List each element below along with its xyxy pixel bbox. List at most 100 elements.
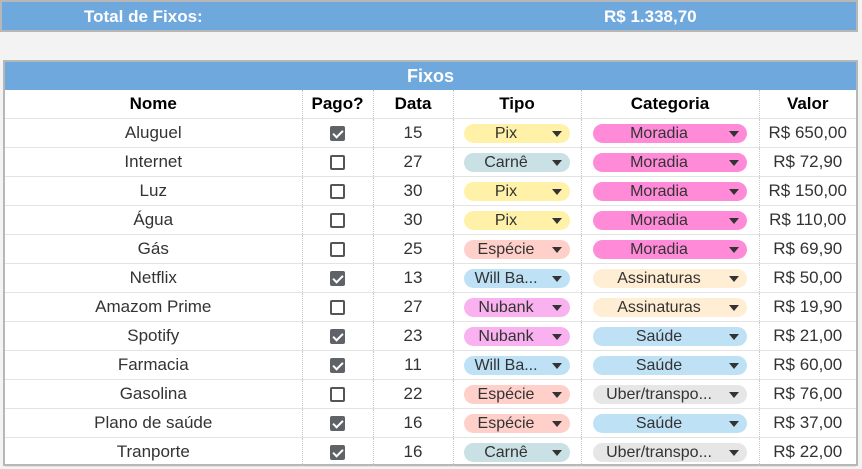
cell-nome[interactable]: Spotify [5,321,303,351]
cell-valor[interactable]: R$ 150,00 [759,176,856,206]
cell-valor[interactable]: R$ 22,00 [759,437,856,467]
dropdown-arrow-icon [552,334,562,340]
header-valor[interactable]: Valor [759,90,856,119]
tipo-dropdown[interactable]: Will Ba... [464,356,570,375]
cell-nome[interactable]: Gasolina [5,379,303,409]
cell-data[interactable]: 16 [373,408,454,438]
header-data[interactable]: Data [373,90,454,119]
categoria-dropdown[interactable]: Moradia [593,240,747,259]
cell-nome[interactable]: Netflix [5,263,303,293]
tipo-dropdown[interactable]: Espécie [464,414,570,433]
categoria-dropdown[interactable]: Moradia [593,211,747,230]
total-value[interactable]: R$ 1.338,70 [604,7,697,26]
tipo-dropdown[interactable]: Carnê [464,153,570,172]
data-text: 11 [404,355,422,374]
cell-valor[interactable]: R$ 37,00 [759,408,856,438]
tipo-dropdown[interactable]: Pix [464,182,570,201]
dropdown-arrow-icon [729,189,739,195]
cell-nome[interactable]: Tranporte [5,437,303,467]
pago-checkbox[interactable] [330,242,345,258]
categoria-dropdown[interactable]: Uber/transpo... [593,385,747,404]
pago-checkbox[interactable] [330,155,345,171]
cell-valor[interactable]: R$ 110,00 [759,205,856,235]
pago-checkbox[interactable] [330,271,345,287]
cell-nome[interactable]: Água [5,205,303,235]
tipo-dropdown[interactable]: Will Ba... [464,269,570,288]
categoria-dropdown[interactable]: Assinaturas [593,269,747,288]
pago-checkbox[interactable] [330,184,345,200]
cell-nome[interactable]: Amazom Prime [5,292,303,322]
valor-text: R$ 50,00 [773,268,843,287]
categoria-dropdown[interactable]: Uber/transpo... [593,443,747,462]
cell-valor[interactable]: R$ 76,00 [759,379,856,409]
cell-data[interactable]: 30 [373,205,454,235]
cell-valor[interactable]: R$ 650,00 [759,118,856,148]
cell-nome[interactable]: Plano de saúde [5,408,303,438]
tipo-dropdown[interactable]: Espécie [464,240,570,259]
categoria-dropdown[interactable]: Moradia [593,182,747,201]
tipo-text: Nubank [478,328,534,345]
pago-checkbox[interactable] [330,445,345,461]
cell-data[interactable]: 16 [373,437,454,467]
cell-pago [302,350,374,380]
dropdown-arrow-icon [729,218,739,224]
cell-nome[interactable]: Aluguel [5,118,303,148]
tipo-dropdown[interactable]: Pix [464,211,570,230]
cell-valor[interactable]: R$ 72,90 [759,147,856,177]
categoria-dropdown[interactable]: Moradia [593,124,747,143]
categoria-dropdown[interactable]: Moradia [593,153,747,172]
cell-valor[interactable]: R$ 60,00 [759,350,856,380]
cell-data[interactable]: 27 [373,292,454,322]
cell-valor[interactable]: R$ 50,00 [759,263,856,293]
nome-text: Gasolina [119,384,187,403]
pago-checkbox[interactable] [330,126,345,142]
tipo-dropdown[interactable]: Nubank [464,298,570,317]
tipo-text: Will Ba... [474,357,538,374]
cell-valor[interactable]: R$ 21,00 [759,321,856,351]
cell-nome[interactable]: Gás [5,234,303,264]
tipo-dropdown[interactable]: Espécie [464,385,570,404]
cell-nome[interactable]: Internet [5,147,303,177]
cell-valor[interactable]: R$ 69,90 [759,234,856,264]
categoria-dropdown[interactable]: Saúde [593,356,747,375]
cell-pago [302,292,374,322]
cell-data[interactable]: 27 [373,147,454,177]
categoria-dropdown[interactable]: Assinaturas [593,298,747,317]
categoria-text: Moradia [630,212,688,229]
header-categoria[interactable]: Categoria [581,90,760,119]
pago-checkbox[interactable] [330,300,345,316]
dropdown-arrow-icon [552,421,562,427]
pago-checkbox[interactable] [330,329,345,345]
tipo-dropdown[interactable]: Pix [464,124,570,143]
dropdown-arrow-icon [729,305,739,311]
tipo-dropdown[interactable]: Nubank [464,327,570,346]
cell-data[interactable]: 30 [373,176,454,206]
pago-checkbox[interactable] [330,387,345,403]
cell-data[interactable]: 22 [373,379,454,409]
dropdown-arrow-icon [729,160,739,166]
tipo-dropdown[interactable]: Carnê [464,443,570,462]
cell-data[interactable]: 15 [373,118,454,148]
nome-text: Internet [124,152,183,171]
header-nome[interactable]: Nome [5,90,303,119]
pago-checkbox[interactable] [330,416,345,432]
nome-text: Netflix [129,268,177,287]
categoria-dropdown[interactable]: Saúde [593,414,747,433]
cell-data[interactable]: 23 [373,321,454,351]
cell-tipo: Carnê [453,437,582,467]
cell-valor[interactable]: R$ 19,90 [759,292,856,322]
cell-data[interactable]: 11 [373,350,454,380]
cell-data[interactable]: 25 [373,234,454,264]
section-title[interactable]: Fixos [5,62,856,90]
dropdown-arrow-icon [552,392,562,398]
pago-checkbox[interactable] [330,358,345,374]
dropdown-arrow-icon [552,189,562,195]
cell-nome[interactable]: Luz [5,176,303,206]
cell-data[interactable]: 13 [373,263,454,293]
cell-nome[interactable]: Farmacia [5,350,303,380]
header-pago[interactable]: Pago? [302,90,374,119]
pago-checkbox[interactable] [330,213,345,229]
header-tipo[interactable]: Tipo [453,90,582,119]
total-fixos-bar: Total de Fixos: R$ 1.338,70 [0,0,858,32]
categoria-dropdown[interactable]: Saúde [593,327,747,346]
